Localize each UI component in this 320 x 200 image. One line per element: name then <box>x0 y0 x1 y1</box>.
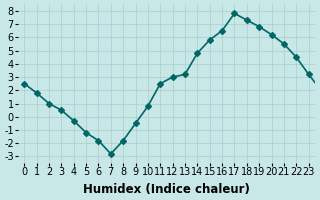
X-axis label: Humidex (Indice chaleur): Humidex (Indice chaleur) <box>83 183 250 196</box>
